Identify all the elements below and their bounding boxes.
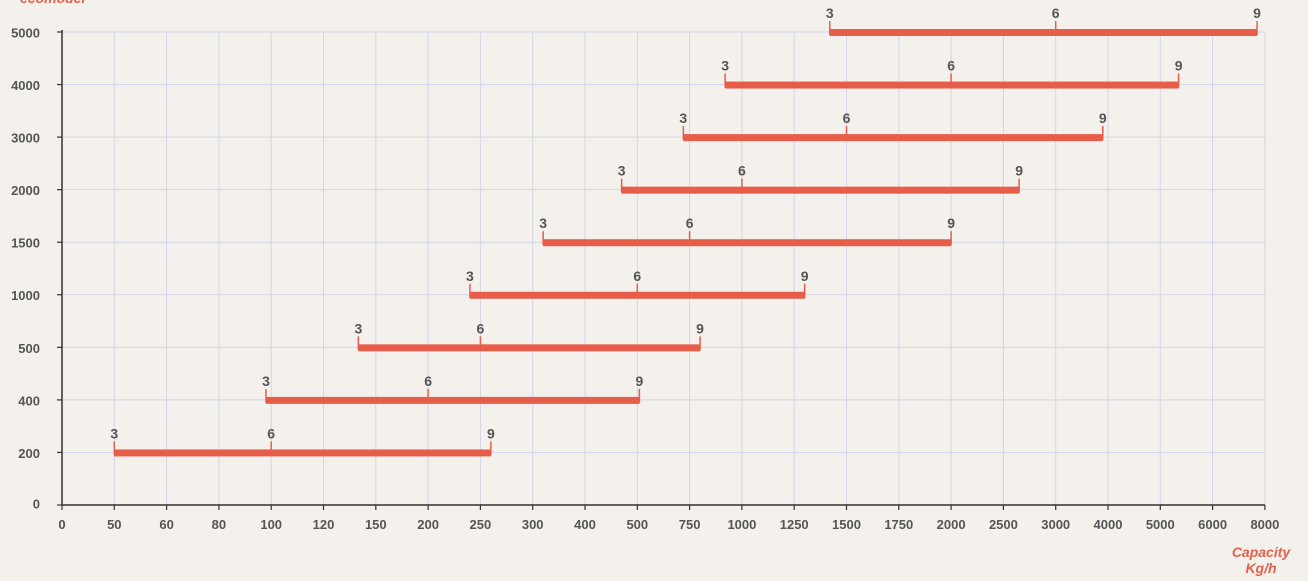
range-point-label: 9 xyxy=(801,268,809,284)
x-tick-label: 1500 xyxy=(832,517,861,532)
x-tick-label: 6000 xyxy=(1198,517,1227,532)
range-point-label: 6 xyxy=(267,425,275,441)
range-point-label: 9 xyxy=(696,320,704,336)
y-tick-label: 500 xyxy=(18,341,40,356)
x-tick-label: 120 xyxy=(313,517,335,532)
y-tick-label: 4000 xyxy=(11,78,40,93)
y-axis-label: ecomodel xyxy=(20,0,85,6)
x-tick-label: 3000 xyxy=(1041,517,1070,532)
range-point-label: 6 xyxy=(843,110,851,126)
y-tick-label: 1000 xyxy=(11,288,40,303)
y-tick-label: 1500 xyxy=(11,236,40,251)
range-point-label: 3 xyxy=(539,215,547,231)
range-point-label: 6 xyxy=(424,373,432,389)
range-bar-1500 xyxy=(543,239,952,247)
x-tick-label: 5000 xyxy=(1146,517,1175,532)
range-point-label: 3 xyxy=(618,163,626,179)
range-point-label: 9 xyxy=(947,215,955,231)
range-point-label: 6 xyxy=(686,215,694,231)
range-bar-400 xyxy=(265,396,640,404)
x-tick-label: 2500 xyxy=(989,517,1018,532)
x-tick-label: 1750 xyxy=(884,517,913,532)
x-tick-label: 250 xyxy=(470,517,492,532)
range-point-label: 3 xyxy=(354,320,362,336)
x-axis-label: Capacity Kg/h xyxy=(1226,544,1296,576)
x-tick-label: 50 xyxy=(107,517,121,532)
x-tick-label: 100 xyxy=(260,517,282,532)
x-tick-label: 0 xyxy=(58,517,65,532)
range-point-label: 3 xyxy=(721,58,729,74)
range-point-label: 9 xyxy=(635,373,643,389)
y-tick-label: 2000 xyxy=(11,183,40,198)
range-point-label: 3 xyxy=(826,5,834,21)
x-tick-label: 2000 xyxy=(937,517,966,532)
range-bar-200 xyxy=(114,449,491,457)
range-point-label: 9 xyxy=(1099,110,1107,126)
range-point-label: 9 xyxy=(1175,58,1183,74)
range-point-label: 6 xyxy=(947,58,955,74)
x-axis-label-line1: Capacity xyxy=(1231,544,1291,560)
range-point-label: 9 xyxy=(1015,163,1023,179)
range-point-label: 3 xyxy=(262,373,270,389)
range-bar-5000 xyxy=(829,29,1258,36)
y-tick-label: 200 xyxy=(18,446,40,461)
range-bar-4000 xyxy=(725,81,1179,89)
y-tick-label: 5000 xyxy=(11,25,40,40)
range-point-label: 3 xyxy=(110,425,118,441)
x-tick-label: 750 xyxy=(679,517,701,532)
range-point-label: 6 xyxy=(1052,5,1060,21)
range-point-label: 6 xyxy=(477,320,485,336)
x-tick-label: 60 xyxy=(159,517,173,532)
range-point-label: 3 xyxy=(466,268,474,284)
y-tick-label: 3000 xyxy=(11,131,40,146)
x-tick-label: 400 xyxy=(574,517,596,532)
x-tick-label: 150 xyxy=(365,517,387,532)
x-tick-label: 80 xyxy=(212,517,226,532)
x-tick-label: 8000 xyxy=(1250,517,1279,532)
range-point-label: 6 xyxy=(738,163,746,179)
y-tick-label: 400 xyxy=(18,393,40,408)
range-bar-3000 xyxy=(683,134,1103,142)
range-point-label: 3 xyxy=(679,110,687,126)
x-tick-label: 4000 xyxy=(1094,517,1123,532)
x-tick-label: 300 xyxy=(522,517,544,532)
range-bar-2000 xyxy=(621,186,1020,194)
x-tick-label: 500 xyxy=(626,517,648,532)
y-tick-label: 0 xyxy=(33,496,40,511)
range-point-label: 6 xyxy=(633,268,641,284)
range-bar-500 xyxy=(358,344,701,352)
x-axis-label-line2: Kg/h xyxy=(1245,560,1277,576)
range-point-label: 9 xyxy=(1253,5,1261,21)
x-tick-label: 200 xyxy=(417,517,439,532)
range-point-label: 9 xyxy=(487,425,495,441)
x-tick-label: 1250 xyxy=(780,517,809,532)
x-tick-label: 1000 xyxy=(727,517,756,532)
